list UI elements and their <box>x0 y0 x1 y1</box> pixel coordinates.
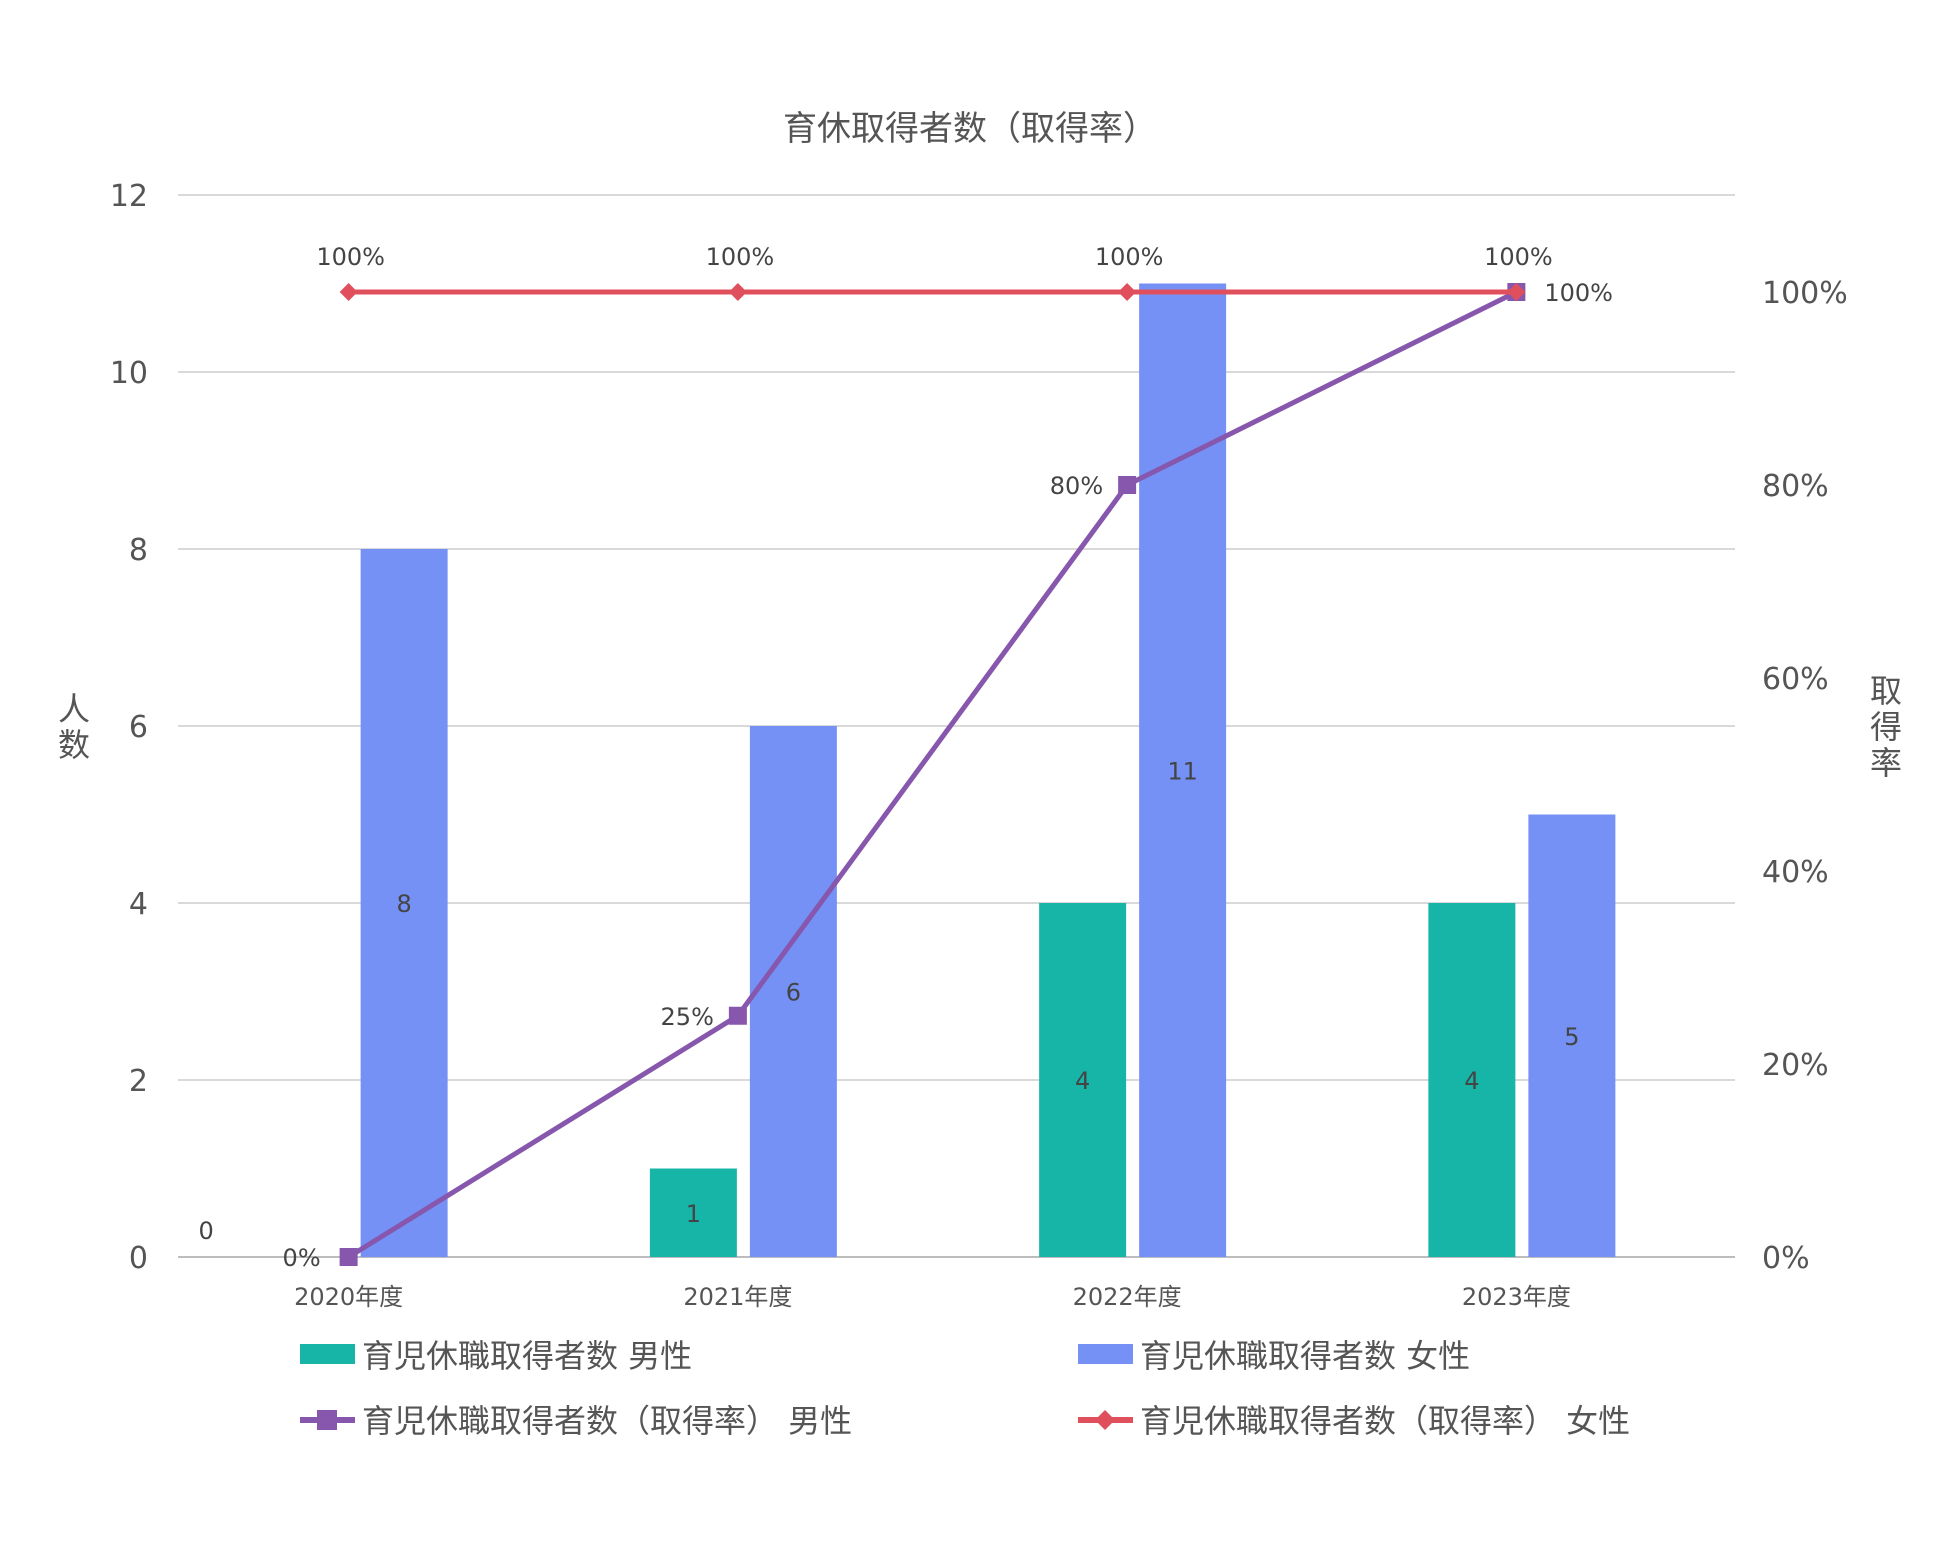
bar-data-label: 11 <box>1167 757 1198 785</box>
bar <box>649 1168 737 1257</box>
y-right-tick-label: 20% <box>1762 1048 1829 1083</box>
line-data-label: 80% <box>1050 472 1103 500</box>
bar-data-label: 4 <box>1464 1067 1479 1095</box>
legend-marker-square <box>317 1410 337 1430</box>
bar-data-label: 1 <box>686 1200 701 1228</box>
line-data-label: 100% <box>316 243 385 271</box>
line-data-label: 100% <box>1095 243 1164 271</box>
legend-label: 育児休職取得者数（取得率） 女性 <box>1140 1402 1630 1440</box>
line-marker-square <box>728 1006 747 1025</box>
bar <box>360 549 448 1257</box>
chart-title: 育休取得者数（取得率） <box>783 109 1157 149</box>
series-line <box>347 289 1518 1260</box>
y-right-tick-label: 60% <box>1762 662 1829 697</box>
legend-label: 育児休職取得者数 男性 <box>362 1337 692 1375</box>
bar-data-label: 4 <box>1075 1067 1090 1095</box>
bar <box>1528 814 1616 1257</box>
y-left-tick-label: 6 <box>129 710 148 745</box>
legend-marker-diamond <box>1095 1410 1115 1430</box>
y-left-tick-label: 2 <box>129 1064 148 1099</box>
y-right-axis-label: 取得率 <box>1870 672 1902 782</box>
y-left-tick-label: 4 <box>129 887 148 922</box>
bar-data-label: 0 <box>198 1217 213 1245</box>
x-tick-label: 2023年度 <box>1462 1283 1571 1311</box>
line-marker-diamond <box>339 283 358 301</box>
y-left-tick-label: 0 <box>129 1241 148 1276</box>
y-right-tick-label: 100% <box>1762 276 1848 311</box>
y-right-tick-label: 80% <box>1762 469 1829 504</box>
line-marker-diamond <box>1507 283 1526 301</box>
line-marker-square <box>1118 476 1137 494</box>
y-left-tick-label: 12 <box>110 179 148 214</box>
y-right-tick-label: 0% <box>1762 1241 1810 1276</box>
y-right-axis-label-char: 率 <box>1870 744 1902 782</box>
bar-data-label: 6 <box>786 979 801 1007</box>
legend-label: 育児休職取得者数（取得率） 男性 <box>362 1402 852 1440</box>
line-data-label: 100% <box>1544 279 1613 307</box>
bar-data-label: 8 <box>396 890 411 918</box>
y-left-tick-label: 10 <box>110 356 148 391</box>
legend-label: 育児休職取得者数 女性 <box>1140 1337 1470 1375</box>
line-data-label: 25% <box>661 1003 714 1031</box>
y-right-axis-label-char: 得 <box>1870 708 1902 746</box>
line-data-label: 0% <box>283 1244 321 1272</box>
line-data-label: 100% <box>706 243 775 271</box>
x-tick-label: 2022年度 <box>1073 1283 1182 1311</box>
bar <box>749 726 837 1257</box>
bar <box>1428 903 1516 1257</box>
line-marker-square <box>339 1248 358 1266</box>
bar <box>1039 903 1127 1257</box>
y-left-axis-label: 人数 <box>58 690 90 764</box>
legend-swatch <box>300 1344 355 1364</box>
y-right-axis-label-char: 取 <box>1870 672 1902 710</box>
line-marker-diamond <box>1118 283 1137 301</box>
line-marker-diamond <box>728 283 747 301</box>
legend-swatch <box>1078 1344 1133 1364</box>
y-right-tick-label: 40% <box>1762 855 1829 890</box>
x-tick-label: 2020年度 <box>294 1283 403 1311</box>
x-tick-label: 2021年度 <box>683 1283 792 1311</box>
line-data-label: 100% <box>1484 243 1553 271</box>
y-left-axis-label-char: 数 <box>58 726 90 764</box>
y-left-axis-label-char: 人 <box>58 690 90 728</box>
bar-data-label: 5 <box>1564 1023 1579 1051</box>
y-left-tick-label: 8 <box>129 533 148 568</box>
